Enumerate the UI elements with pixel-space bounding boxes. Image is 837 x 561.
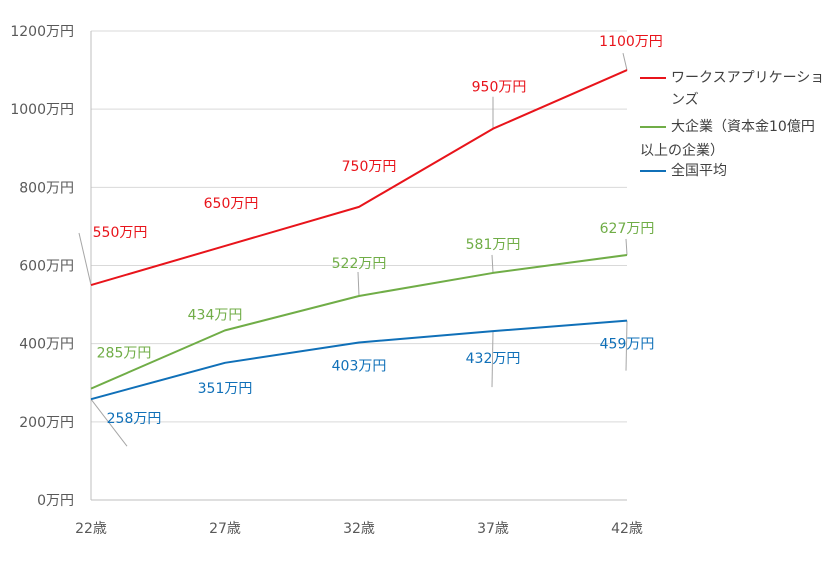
legend-label-large-companies: 大企業（資本金10億円 以上の企業） bbox=[640, 116, 831, 162]
label-leader-line bbox=[357, 271, 360, 297]
x-tick-label: 32歳 bbox=[343, 521, 375, 537]
series-lines bbox=[90, 69, 628, 401]
data-label: 351万円 bbox=[198, 381, 253, 397]
label-leader-line bbox=[90, 398, 128, 447]
data-label: 581万円 bbox=[466, 237, 521, 253]
x-tick-label: 22歳 bbox=[75, 521, 107, 537]
data-labels: 550万円 650万円 750万円 950万円 1100万円 285万円 434万円 522万… bbox=[93, 34, 663, 427]
label-leader-line bbox=[491, 331, 494, 388]
series-line bbox=[90, 319, 628, 401]
data-label: 550万円 bbox=[93, 225, 148, 241]
y-tick-label: 200万円 bbox=[19, 415, 74, 431]
gridlines bbox=[91, 30, 627, 423]
data-label: 459万円 bbox=[600, 337, 655, 353]
legend-label-national-average: 全国平均 bbox=[671, 163, 727, 179]
legend-label-large-companies-line2: 以上の企業） bbox=[640, 143, 724, 159]
x-tick-label: 27歳 bbox=[209, 521, 241, 537]
data-label: 403万円 bbox=[332, 358, 387, 374]
series-line bbox=[90, 69, 628, 287]
axes: 0万円 200万円 400万円 600万円 800万円 1000万円 1200万円 22歳 27… bbox=[10, 24, 643, 537]
data-label: 258万円 bbox=[107, 411, 162, 427]
legend-swatch-works bbox=[640, 77, 666, 79]
data-label: 950万円 bbox=[472, 80, 527, 96]
legend-swatch-national-average bbox=[640, 170, 666, 172]
data-label: 650万円 bbox=[204, 196, 259, 212]
x-tick-label: 37歳 bbox=[477, 521, 509, 537]
legend-label-works: ワークスアプリケーションズ bbox=[671, 70, 825, 108]
y-tick-label: 1000万円 bbox=[10, 102, 74, 118]
y-tick-label: 400万円 bbox=[19, 337, 74, 353]
label-leader-line bbox=[625, 320, 628, 371]
legend-swatch-large-companies bbox=[640, 126, 666, 128]
data-label: 432万円 bbox=[466, 351, 521, 367]
y-tick-label: 600万円 bbox=[19, 259, 74, 275]
data-label: 1100万円 bbox=[599, 34, 663, 50]
y-tick-label: 1200万円 bbox=[10, 24, 74, 40]
y-tick-label: 0万円 bbox=[37, 493, 74, 509]
data-label: 750万円 bbox=[342, 159, 397, 175]
label-leader-line bbox=[491, 254, 494, 273]
legend-label-large-companies-line1: 大企業（資本金10億円 bbox=[671, 119, 815, 135]
data-label: 522万円 bbox=[332, 256, 387, 272]
data-label: 285万円 bbox=[97, 346, 152, 362]
label-leader-lines bbox=[78, 52, 628, 447]
y-tick-label: 800万円 bbox=[19, 180, 74, 196]
data-label: 627万円 bbox=[600, 221, 655, 237]
series-line bbox=[90, 253, 628, 390]
label-leader-line bbox=[78, 232, 92, 286]
label-leader-line bbox=[622, 52, 628, 71]
x-tick-label: 42歳 bbox=[611, 521, 643, 537]
label-leader-line bbox=[625, 238, 628, 255]
data-label: 434万円 bbox=[188, 307, 243, 323]
